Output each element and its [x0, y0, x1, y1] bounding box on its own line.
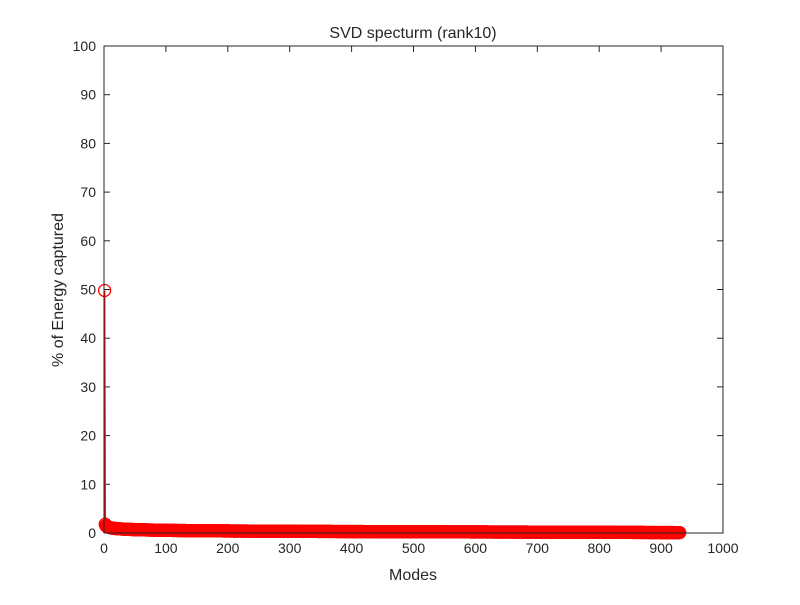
axes-box — [103, 45, 724, 534]
y-tick-label: 10 — [80, 476, 96, 492]
x-tick-label: 100 — [154, 540, 178, 556]
y-tick-label: 60 — [80, 233, 96, 249]
y-tick-label: 30 — [80, 379, 96, 395]
y-tick-label: 0 — [88, 525, 96, 541]
plot-area — [104, 46, 723, 533]
x-tick-label: 900 — [649, 540, 673, 556]
x-tick-label: 200 — [216, 540, 240, 556]
y-axis-label: % of Energy captured — [50, 213, 67, 367]
x-tick-label: 600 — [464, 540, 488, 556]
x-tick-label: 500 — [402, 540, 426, 556]
data-point — [97, 283, 112, 298]
data-series — [97, 283, 687, 540]
chart-title: SVD specturm (rank10) — [329, 25, 496, 42]
x-tick-label: 300 — [278, 540, 302, 556]
y-tick-label: 40 — [80, 330, 96, 346]
x-tick-label: 1000 — [707, 540, 738, 556]
y-tick-label: 80 — [80, 135, 96, 151]
y-tick-label: 90 — [80, 87, 96, 103]
x-axis-label: Modes — [389, 567, 437, 584]
y-tick-label: 100 — [73, 38, 97, 54]
axis-ticks: 0 100 200 300 400 500 600 700 800 900 1000 0 10 20 30 4… — [73, 38, 739, 556]
y-tick-label: 50 — [80, 282, 96, 298]
y-tick-label: 20 — [80, 428, 96, 444]
series-markers — [97, 283, 687, 540]
x-tick-label: 0 — [100, 540, 108, 556]
x-tick-label: 800 — [588, 540, 612, 556]
x-tick-label: 400 — [340, 540, 364, 556]
x-tick-label: 700 — [526, 540, 550, 556]
y-tick-label: 70 — [80, 184, 96, 200]
